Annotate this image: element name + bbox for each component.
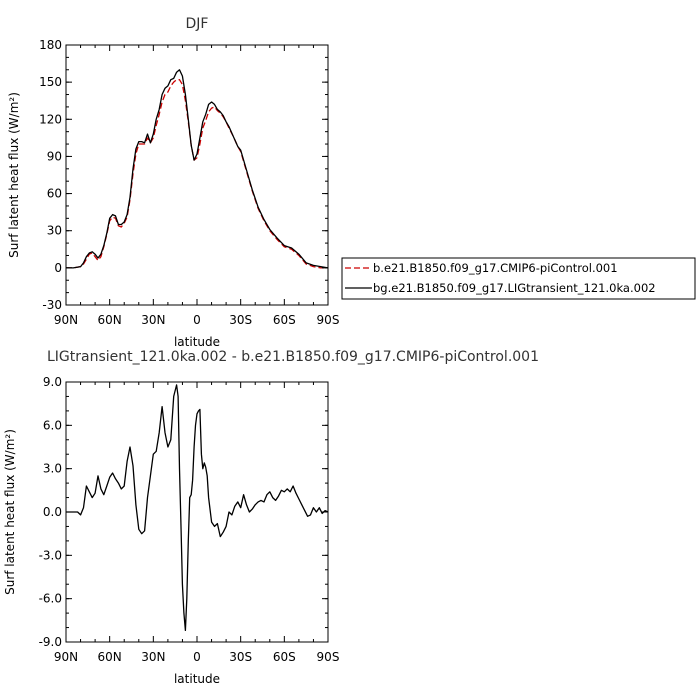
top-xtick-label: 30S xyxy=(229,313,252,327)
bottom-ytick-label: 9.0 xyxy=(43,375,62,389)
top-chart-xlabel: latitude xyxy=(174,335,220,349)
legend-label-picontrol: b.e21.B1850.f09_g17.CMIP6-piControl.001 xyxy=(373,261,618,275)
bottom-chart-ylabel: Surf latent heat flux (W/m²) xyxy=(3,429,17,595)
bottom-ytick-label: -3.0 xyxy=(39,548,62,562)
top-xtick-label: 60N xyxy=(98,313,122,327)
legend-frame xyxy=(341,257,696,300)
top-ytick-label: 90 xyxy=(47,149,62,163)
bottom-ytick-label: 3.0 xyxy=(43,462,62,476)
top-xtick-label: 60S xyxy=(273,313,296,327)
top-ytick-label: 180 xyxy=(39,38,62,52)
bottom-ytick-label: 6.0 xyxy=(43,418,62,432)
top-chart-ylabel: Surf latent heat flux (W/m²) xyxy=(7,92,21,258)
legend-label-ligtransient: bg.e21.B1850.f09_g17.LIGtransient_121.0k… xyxy=(373,281,656,295)
bottom-ytick-label: -9.0 xyxy=(39,635,62,649)
bottom-chart-title: LIGtransient_121.0ka.002 - b.e21.B1850.f… xyxy=(47,349,539,365)
top-xtick-label: 90N xyxy=(54,313,78,327)
top-xtick-label: 0 xyxy=(193,313,201,327)
bottom-chart-series-group xyxy=(66,384,329,632)
bottom-xtick-label: 90S xyxy=(317,650,340,664)
top-chart: DJF 90N 60N 30N 0 30S 60S 90S -30 0 30 60 90 120 150 1… xyxy=(7,16,339,349)
top-chart-series-group xyxy=(66,69,329,269)
top-xtick-label: 30N xyxy=(141,313,165,327)
top-ytick-label: 150 xyxy=(39,75,62,89)
top-ytick-label: 60 xyxy=(47,187,62,201)
top-ytick-label: 30 xyxy=(47,224,62,238)
top-chart-ticks: 90N 60N 30N 0 30S 60S 90S -30 0 30 60 90 120 150 180 xyxy=(39,38,339,327)
bottom-xtick-label: 60N xyxy=(98,650,122,664)
bottom-ytick-label: 0.0 xyxy=(43,505,62,519)
top-ytick-label: 120 xyxy=(39,112,62,126)
bottom-xtick-label: 90N xyxy=(54,650,78,664)
top-chart-frame xyxy=(65,44,329,306)
bottom-xtick-label: 30N xyxy=(141,650,165,664)
top-ytick-label: 0 xyxy=(54,261,62,275)
bottom-chart: LIGtransient_121.0ka.002 - b.e21.B1850.f… xyxy=(3,349,539,686)
legend: b.e21.B1850.f09_g17.CMIP6-piControl.001 … xyxy=(341,257,696,300)
bottom-xtick-label: 0 xyxy=(193,650,201,664)
bottom-chart-frame xyxy=(65,381,329,643)
bottom-ytick-label: -6.0 xyxy=(39,592,62,606)
bottom-xtick-label: 30S xyxy=(229,650,252,664)
top-series-line-1 xyxy=(66,69,329,269)
bottom-xtick-label: 60S xyxy=(273,650,296,664)
bottom-chart-xlabel: latitude xyxy=(174,672,220,686)
top-chart-title: DJF xyxy=(186,16,209,32)
top-ytick-label: -30 xyxy=(42,298,62,312)
top-xtick-label: 90S xyxy=(317,313,340,327)
bottom-series-line-0 xyxy=(66,384,329,632)
